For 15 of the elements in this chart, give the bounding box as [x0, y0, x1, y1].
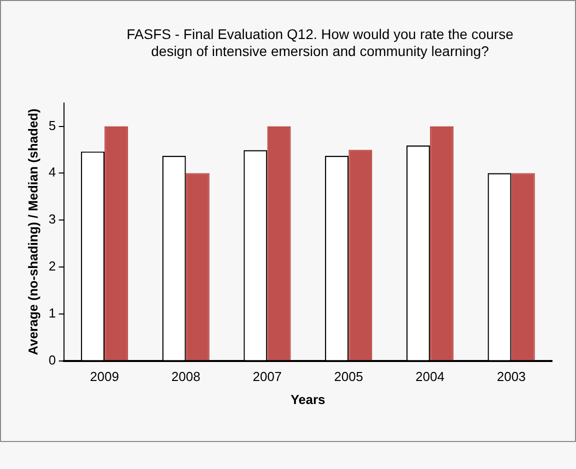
- x-tick-label: 2008: [171, 369, 200, 384]
- y-tick-label: 4: [48, 164, 56, 180]
- x-tick-label: 2005: [334, 369, 364, 384]
- y-tick-label: 0: [48, 352, 56, 368]
- x-tick-label: 2004: [415, 369, 444, 384]
- y-tick-label: 5: [48, 118, 56, 133]
- chart-title: FASFS - Final Evaluation Q12. How would you rate the course design of intensive emersion and community learning?: [126, 26, 514, 60]
- x-tick-label: 2009: [90, 369, 119, 384]
- y-axis-title: Average (no-shading) / Median (shaded): [25, 108, 40, 356]
- y-tick-label: 1: [48, 305, 56, 320]
- y-tick-label: 3: [48, 212, 56, 227]
- x-tick-label: 2003: [496, 369, 526, 384]
- x-axis-title: Years: [290, 392, 326, 407]
- x-tick-label: 2007: [252, 369, 282, 384]
- y-tick-label: 2: [48, 258, 56, 274]
